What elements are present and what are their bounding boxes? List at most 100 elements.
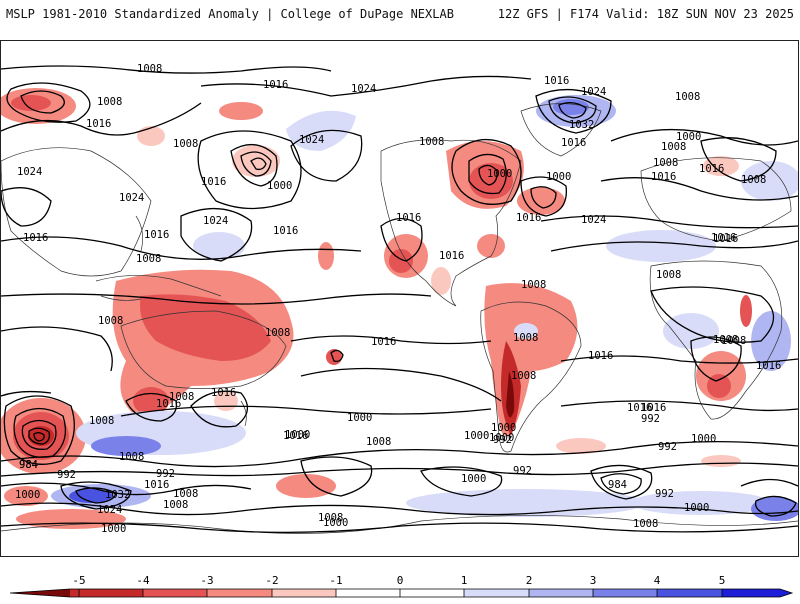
isobar-label: 1024	[351, 83, 376, 95]
isobar	[250, 157, 267, 171]
isobars	[1, 65, 798, 534]
isobar	[230, 144, 278, 187]
isobar-label: 1000	[464, 430, 489, 442]
isobar-label: 1000	[15, 489, 40, 501]
isobar-label: 992	[493, 434, 512, 446]
isobar	[420, 466, 503, 497]
isobar-label: 1024	[119, 192, 144, 204]
isobar	[28, 427, 51, 445]
isobar-label: 1008	[89, 415, 114, 427]
colorbar-label: 4	[654, 574, 661, 587]
coast-antarctica	[1, 515, 798, 534]
isobar	[200, 75, 532, 97]
isobar-label: 1000	[347, 412, 372, 424]
anomaly-neg-nw-pacific-core	[11, 95, 51, 111]
isobar-label: 1008	[633, 518, 658, 530]
isobar	[1, 236, 362, 260]
isobar	[190, 390, 248, 428]
anomaly-neg-ne-pacific	[318, 242, 334, 270]
isobar-label: 1032	[105, 489, 130, 501]
anomaly-neg-east-us	[477, 234, 505, 258]
isobar-label: 1000	[267, 180, 292, 192]
isobar-label: 1024	[203, 215, 228, 227]
colorbar-segments	[9, 588, 794, 598]
isobar-label: 1000	[684, 502, 709, 514]
anomaly-neg-scand	[703, 156, 739, 176]
isobar	[180, 207, 253, 262]
isobar-label: 1008	[656, 269, 681, 281]
isobar	[530, 186, 557, 209]
isobar	[478, 164, 498, 186]
map-title: MSLP 1981-2010 Standardized Anomaly | Co…	[6, 7, 454, 21]
colorbar-segment-neg4	[70, 589, 143, 597]
isobar	[451, 139, 522, 205]
isobar	[1, 293, 432, 305]
isobar-label: 1000	[323, 517, 348, 529]
colorbar-arrow-pos	[780, 589, 792, 597]
colorbar-ticks	[78, 589, 723, 597]
isobar	[548, 96, 597, 124]
isobar	[1, 187, 52, 227]
isobar-label: 1008	[721, 335, 746, 347]
isobar	[120, 405, 492, 417]
coast-asia	[1, 147, 152, 277]
isobar	[290, 335, 492, 345]
isobar-label: 1016	[627, 402, 652, 414]
isobar	[1, 326, 113, 372]
header-bar: MSLP 1981-2010 Standardized Anomaly | Co…	[0, 0, 800, 30]
isobar-label: 1008	[741, 174, 766, 186]
isobar-label: 1008	[419, 136, 444, 148]
isobar-label: 1008	[265, 327, 290, 339]
isobar	[380, 217, 423, 262]
colorbar-outline	[9, 588, 794, 598]
isobar-label: 992	[156, 468, 175, 480]
isobar-label: 1016	[273, 225, 298, 237]
isobar-label: 1024	[299, 134, 324, 146]
isobar-label: 1008	[119, 451, 144, 463]
isobar	[197, 130, 302, 210]
isobar-label: 1008	[713, 334, 738, 346]
colorbar-label: 3	[590, 574, 597, 587]
isobar-label: 1024	[17, 166, 42, 178]
isobar-label: 1024	[97, 504, 122, 516]
colorbar-segment-pos4	[657, 589, 722, 597]
anomaly-shading	[1, 88, 798, 529]
anomaly-neg-japan	[137, 126, 165, 146]
isobar-label: 1024	[581, 214, 606, 226]
isobar-label: 1016	[756, 360, 781, 372]
isobar-label: 1008	[318, 512, 343, 524]
colorbar-segment-pos1	[464, 589, 529, 597]
anomaly-neg-mexico	[431, 267, 451, 295]
isobar-label: 992	[658, 441, 677, 453]
anomaly-pos-brazil	[514, 323, 538, 339]
isobar	[60, 481, 132, 510]
isobar-label: 992	[641, 413, 660, 425]
isobar	[20, 90, 65, 114]
isobar-label: 1008	[173, 488, 198, 500]
coast-maritime	[95, 275, 222, 301]
isobar-label: 1016	[211, 387, 236, 399]
isobar-label: 1008	[521, 279, 546, 291]
isobar-label: 1008	[137, 63, 162, 75]
isobar-label: 1008	[173, 138, 198, 150]
isobar-label: 1008	[169, 391, 194, 403]
isobar-label: 1000	[489, 432, 514, 444]
anomaly-neg-south-africa-core	[707, 374, 731, 398]
anomaly-pos-eurasia	[606, 230, 716, 262]
isobar-label: 1016	[699, 163, 724, 175]
isobar	[560, 355, 798, 364]
isobar-label: 1016	[713, 233, 738, 245]
isobar-label: 1032	[569, 119, 594, 131]
anomaly-colorbar: -5 -4 -3 -2 -1 0 1 2 3 4 5	[0, 560, 800, 600]
isobar-label: 1008	[163, 499, 188, 511]
colorbar-label: -5	[72, 574, 85, 587]
isobar-label: 1016	[439, 250, 464, 262]
colorbar-svg: -5 -4 -3 -2 -1 0 1 2 3 4 5	[9, 574, 794, 598]
anomaly-neg-andes-peak	[506, 371, 515, 418]
isobar-label: 1016	[516, 212, 541, 224]
isobar-label: 1008	[511, 370, 536, 382]
isobar-label: 1016	[544, 75, 569, 87]
anomaly-pos-weddell	[631, 491, 771, 515]
anomaly-neg-sahara	[740, 295, 752, 327]
isobar	[1, 102, 202, 136]
